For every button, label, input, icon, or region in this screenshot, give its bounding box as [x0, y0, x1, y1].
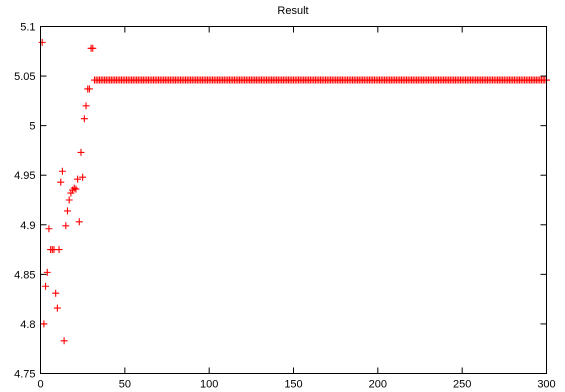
data-point — [75, 218, 83, 226]
data-point — [77, 148, 85, 156]
data-point — [43, 268, 51, 276]
data-point — [53, 304, 61, 312]
data-point — [85, 85, 93, 93]
x-tick-label: 50 — [119, 379, 131, 391]
y-tick-label: 4.8 — [20, 319, 35, 331]
data-point — [82, 102, 90, 110]
x-tick-label: 100 — [200, 379, 218, 391]
data-point — [52, 289, 60, 297]
data-point — [42, 282, 50, 290]
data-points — [38, 38, 550, 345]
data-point — [58, 167, 66, 175]
data-point — [40, 320, 48, 328]
x-tick-label: 250 — [453, 379, 471, 391]
y-tick-label: 5.05 — [14, 71, 35, 83]
data-point — [70, 184, 78, 192]
data-point — [63, 207, 71, 215]
x-tick-label: 200 — [369, 379, 387, 391]
data-point — [45, 225, 53, 233]
data-point — [60, 337, 68, 345]
y-tick-label: 4.9 — [20, 220, 35, 232]
y-tick-label: 5 — [29, 121, 35, 133]
y-tick-label: 4.85 — [14, 269, 35, 281]
x-tick-label: 300 — [537, 379, 555, 391]
data-point — [55, 246, 63, 254]
x-tick-label: 0 — [37, 379, 43, 391]
data-point — [89, 44, 97, 52]
data-point — [65, 196, 73, 204]
data-point — [80, 115, 88, 123]
plot-frame — [40, 26, 547, 374]
axis-ticks: 0 50 100 150 200 250 300 4.75 4.8 4.85 4.9 4.95 5 5.0… — [14, 22, 556, 391]
data-point — [79, 173, 87, 181]
data-point — [67, 189, 75, 197]
data-point — [72, 185, 80, 193]
data-point — [38, 38, 46, 46]
y-tick-label: 4.75 — [14, 369, 35, 381]
data-point — [74, 175, 82, 183]
data-point — [62, 222, 70, 230]
x-tick-label: 150 — [284, 379, 302, 391]
y-tick-label: 4.95 — [14, 170, 35, 182]
data-point — [57, 178, 65, 186]
chart-title: Result — [277, 5, 308, 17]
y-tick-label: 5.1 — [20, 22, 35, 34]
